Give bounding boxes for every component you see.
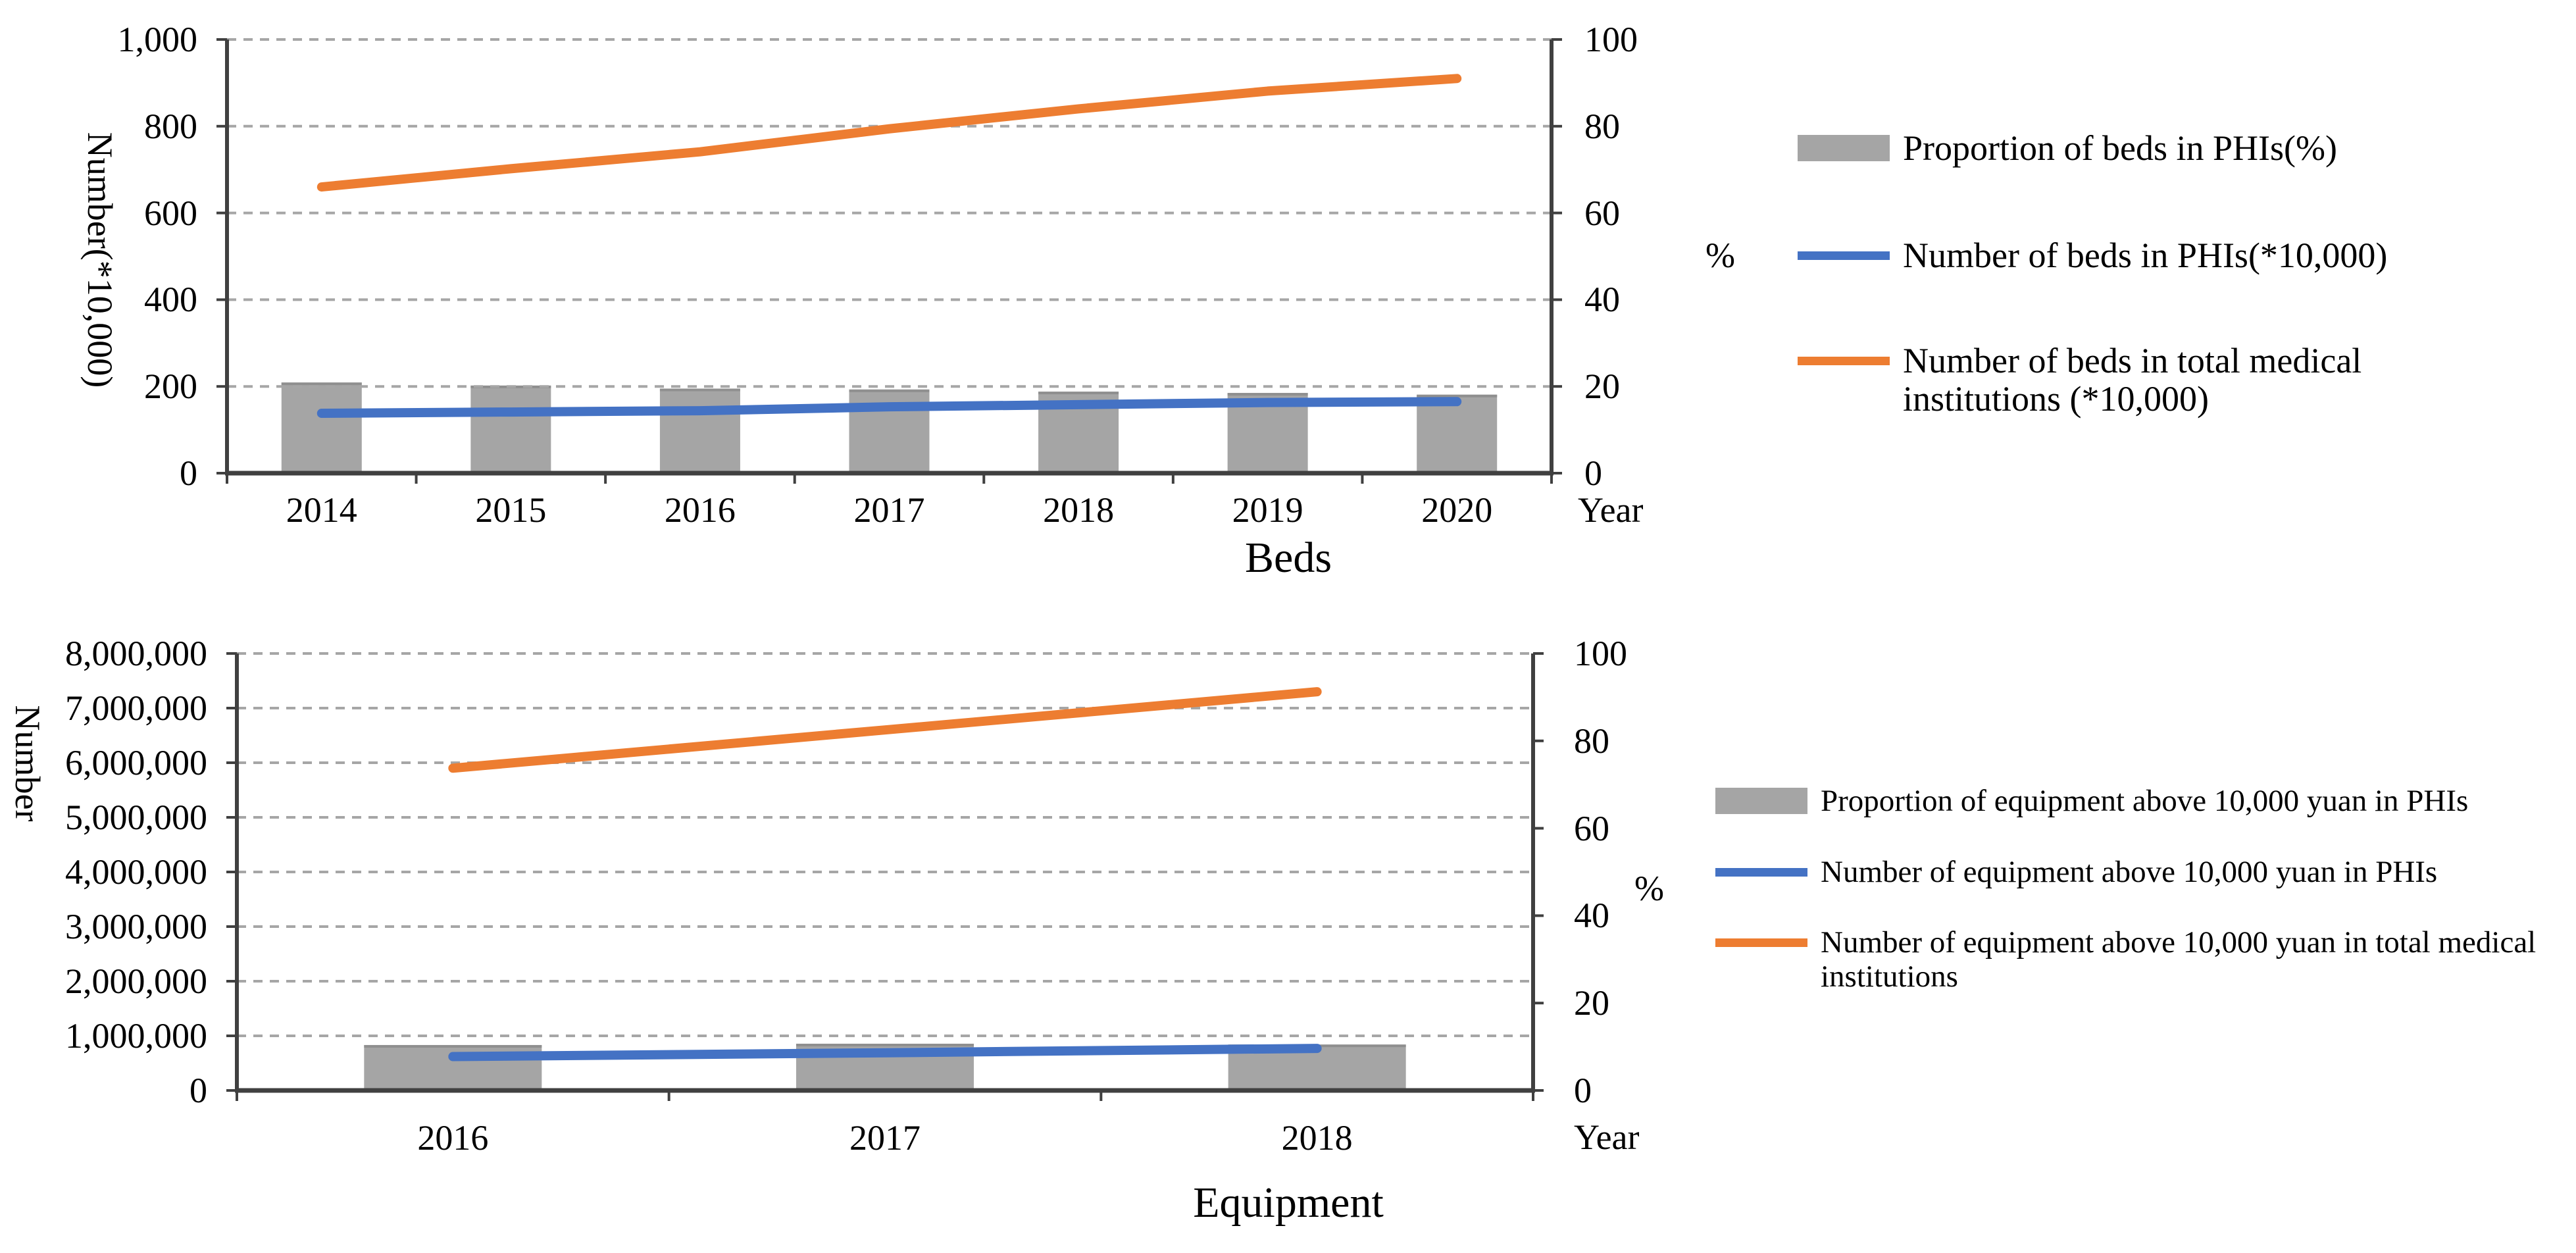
beds-legend-bar-swatch — [1798, 135, 1890, 161]
equipment-x-axis-title: Year — [1574, 1117, 1640, 1157]
equipment-left-tick-label: 1,000,000 — [65, 1016, 207, 1056]
beds-chart-title: Beds — [1245, 534, 1332, 582]
beds-bar — [659, 388, 740, 473]
beds-legend-label: Number of beds in total medical institut… — [1903, 341, 2362, 419]
equipment-right-tick-label: 80 — [1574, 721, 1609, 761]
equipment-legend-label: Proportion of equipment above 10,000 yua… — [1821, 784, 2469, 818]
equipment-right-tick-label: 40 — [1574, 896, 1609, 936]
beds-left-tick-label: 800 — [144, 106, 197, 146]
beds-right-tick-label: 0 — [1584, 453, 1602, 493]
equipment-legend-item: Number of equipment above 10,000 yuan in… — [1715, 855, 2576, 889]
beds-legend-label: Number of beds in PHIs(*10,000) — [1903, 236, 2388, 275]
equipment-left-tick-label: 0 — [189, 1071, 207, 1110]
beds-right-tick-label: 100 — [1584, 20, 1638, 59]
equipment-left-tick-label: 2,000,000 — [65, 961, 207, 1001]
beds-legend-item: Number of beds in PHIs(*10,000) — [1798, 236, 2495, 274]
equipment-legend-label: Number of equipment above 10,000 yuan in… — [1821, 855, 2438, 889]
equipment-left-tick-label: 6,000,000 — [65, 743, 207, 782]
equipment-year-label: 2018 — [1281, 1118, 1353, 1158]
beds-x-axis-title: Year — [1578, 490, 1644, 530]
beds-year-label: 2014 — [286, 490, 357, 530]
equipment-legend-line-swatch — [1715, 867, 1807, 877]
beds-line-series-0 — [316, 397, 1462, 419]
equipment-left-tick-label: 4,000,000 — [65, 852, 207, 892]
beds-right-tick-label: 60 — [1584, 193, 1620, 233]
beds-right-tick-label: 80 — [1584, 106, 1620, 146]
equipment-left-axis-title: Number — [8, 705, 47, 822]
equipment-line-series-0 — [448, 1044, 1322, 1061]
equipment-right-tick-label: 60 — [1574, 808, 1609, 848]
beds-year-label: 2016 — [664, 490, 736, 530]
equipment-chart-title: Equipment — [1193, 1179, 1384, 1227]
equipment-legend-bar-swatch — [1715, 788, 1807, 814]
beds-year-label: 2017 — [853, 490, 925, 530]
equipment-left-tick-label: 7,000,000 — [65, 688, 207, 728]
beds-legend-line-swatch — [1798, 251, 1890, 260]
equipment-legend-label: Number of equipment above 10,000 yuan in… — [1821, 925, 2537, 994]
beds-right-tick-label: 40 — [1584, 280, 1620, 320]
beds-legend-label: Proportion of beds in PHIs(%) — [1903, 128, 2337, 168]
equipment-right-tick-label: 0 — [1574, 1071, 1592, 1110]
beds-year-label: 2018 — [1043, 490, 1115, 530]
beds-year-label: 2020 — [1421, 490, 1493, 530]
beds-left-tick-label: 0 — [180, 453, 197, 493]
equipment-legend-item: Proportion of equipment above 10,000 yua… — [1715, 784, 2576, 818]
beds-bar — [281, 382, 362, 473]
equipment-left-tick-label: 8,000,000 — [65, 634, 207, 673]
equipment-year-label: 2016 — [417, 1118, 489, 1158]
equipment-legend-item: Number of equipment above 10,000 yuan in… — [1715, 925, 2576, 994]
beds-left-tick-label: 1,000 — [117, 20, 198, 59]
beds-right-tick-label: 20 — [1584, 367, 1620, 407]
equipment-left-tick-label: 5,000,000 — [65, 798, 207, 837]
equipment-legend-line-swatch — [1715, 938, 1807, 947]
beds-bar — [1417, 394, 1498, 473]
equipment-right-tick-label: 100 — [1574, 634, 1627, 673]
equipment-line-series-1 — [448, 687, 1322, 773]
beds-left-tick-label: 600 — [144, 193, 197, 233]
beds-legend-item: Number of beds in total medical institut… — [1798, 342, 2475, 418]
beds-bar — [470, 385, 551, 473]
equipment-year-label: 2017 — [849, 1118, 921, 1158]
beds-left-tick-label: 400 — [144, 280, 197, 320]
beds-legend-item: Proportion of beds in PHIs(%) — [1798, 129, 2495, 167]
beds-legend-line-swatch — [1798, 356, 1890, 365]
beds-year-label: 2015 — [475, 490, 547, 530]
beds-line-series-1 — [316, 74, 1462, 192]
equipment-right-tick-label: 20 — [1574, 983, 1609, 1023]
beds-left-tick-label: 200 — [144, 367, 197, 407]
beds-left-axis-title: Number(*10,000) — [80, 132, 120, 388]
beds-right-axis-title: % — [1705, 236, 1735, 275]
equipment-right-axis-title: % — [1634, 869, 1664, 908]
beds-year-label: 2019 — [1232, 490, 1303, 530]
equipment-left-tick-label: 3,000,000 — [65, 907, 207, 946]
